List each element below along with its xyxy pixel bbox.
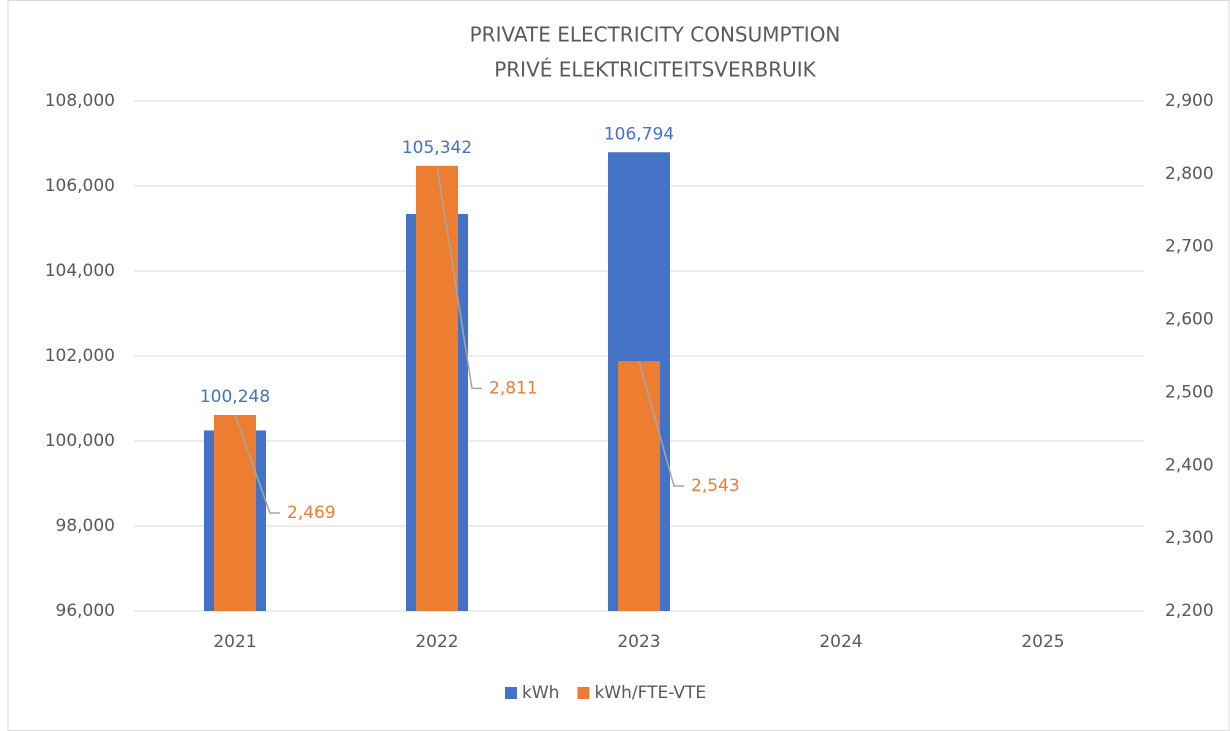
y-tick-label: 106,000 [45,176,115,196]
x-tick-label: 2025 [1021,632,1064,652]
x-tick-label: 2024 [819,632,862,652]
y2-tick-label: 2,500 [1165,382,1214,402]
x-tick-label: 2021 [213,632,256,652]
data-label: 100,248 [200,387,270,407]
y2-tick-label: 2,700 [1165,237,1214,257]
y2-tick-label: 2,900 [1165,91,1214,111]
y-tick-label: 96,000 [56,601,115,621]
leader-line [638,360,684,487]
legend-label: kWh/FTE-VTE [594,683,706,703]
bar [416,165,458,612]
y-tick-label: 98,000 [56,516,115,536]
y-tick-label: 102,000 [45,346,115,366]
data-label: 2,811 [489,378,538,398]
leader-line [234,414,280,514]
y-tick-label: 104,000 [45,261,115,281]
data-label: 106,794 [604,124,674,144]
legend-swatch [505,687,517,699]
data-label: 2,543 [691,476,740,496]
y-tick-label: 100,000 [45,431,115,451]
y2-tick-label: 2,800 [1165,164,1214,184]
y2-tick-label: 2,600 [1165,310,1214,330]
y-tick-label: 108,000 [45,91,115,111]
chart-subtitle: PRIVÉ ELEKTRICITEITSVERBRUIK [494,58,816,82]
chart-title: PRIVATE ELECTRICITY CONSUMPTION [470,23,841,47]
y2-tick-label: 2,400 [1165,455,1214,475]
bar [618,361,660,611]
x-tick-label: 2022 [415,632,458,652]
data-label: 2,469 [287,503,336,523]
y2-tick-label: 2,300 [1165,528,1214,548]
x-tick-label: 2023 [617,632,660,652]
legend-swatch [577,687,590,699]
data-label: 105,342 [402,138,472,158]
leader-line [436,165,482,390]
legend-label: kWh [522,683,559,703]
bar [214,415,256,611]
y2-tick-label: 2,200 [1165,601,1214,621]
